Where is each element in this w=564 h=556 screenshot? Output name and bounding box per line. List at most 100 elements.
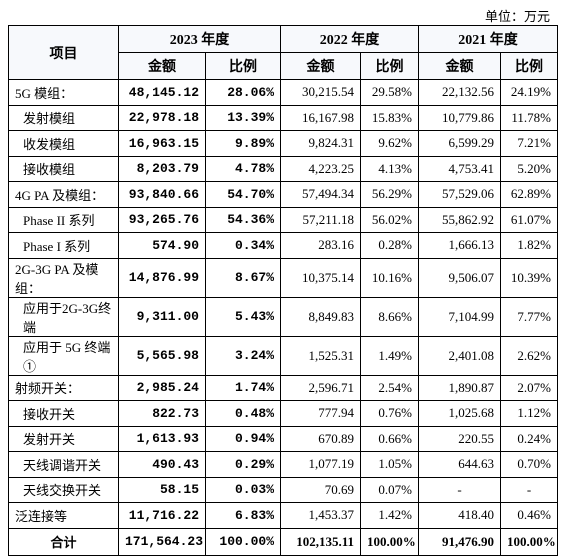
value-cell: 30,215.54	[280, 79, 361, 106]
value-cell: 4,223.25	[280, 155, 361, 182]
value-cell: 490.43	[118, 451, 206, 478]
header-cell: 比例	[360, 52, 419, 80]
table-row: 收发模组 16,963.15 9.89% 9,824.31 9.62% 6,599.29 7…	[8, 130, 558, 157]
value-cell: 16,167.98	[280, 104, 361, 131]
value-cell: 1,525.31	[280, 335, 361, 376]
value-cell: 48,145.12	[118, 79, 206, 106]
value-cell: 57,211.18	[280, 206, 361, 233]
value-cell: 100.00%	[205, 527, 281, 556]
value-cell: 57,494.34	[280, 181, 361, 208]
value-cell: 7.77%	[500, 296, 558, 337]
value-cell: 2.62%	[500, 335, 558, 376]
item-cell: 射频开关：	[8, 374, 119, 401]
value-cell: 0.03%	[205, 476, 281, 503]
table-row: 天线调谐开关 490.43 0.29% 1,077.19 1.05% 644.63 0.70…	[8, 451, 558, 478]
value-cell: 0.28%	[360, 232, 419, 259]
value-cell: 8.66%	[360, 296, 419, 337]
value-cell: 93,840.66	[118, 181, 206, 208]
table-row: 接收模组 8,203.79 4.78% 4,223.25 4.13% 4,753.41 5.…	[8, 155, 558, 182]
value-cell: 22,978.18	[118, 104, 206, 131]
value-cell: 100.00%	[360, 527, 419, 556]
table-row: 5G 模组： 48,145.12 28.06% 30,215.54 29.58% 22,1…	[8, 79, 558, 106]
value-cell: 1.42%	[360, 502, 419, 529]
value-cell: 56.02%	[360, 206, 419, 233]
page: 单位：万元 项目 2023 年度 2022 年度 2021 年度 金额 比例 金…	[8, 9, 558, 556]
header-cell: 比例	[205, 52, 281, 80]
value-cell: 61.07%	[500, 206, 558, 233]
unit-note: 单位：万元	[484, 9, 550, 24]
value-cell: 24.19%	[500, 79, 558, 106]
item-cell: 应用于 5G 终端①	[8, 335, 119, 376]
value-cell: 56.29%	[360, 181, 419, 208]
table-row: 射频开关： 2,985.24 1.74% 2,596.71 2.54% 1,890.87 2…	[8, 374, 558, 401]
value-cell: 9,824.31	[280, 130, 361, 157]
table-row: 发射开关 1,613.93 0.94% 670.89 0.66% 220.55 0.24%	[8, 425, 558, 452]
value-cell: 777.94	[280, 400, 361, 427]
value-cell: 3.24%	[205, 335, 281, 376]
header-cell: 2021 年度	[418, 25, 558, 53]
item-cell: Phase I 系列	[8, 232, 119, 259]
item-cell: 合计	[8, 527, 119, 556]
item-cell: 发射开关	[8, 425, 119, 452]
value-cell: 5,565.98	[118, 335, 206, 376]
value-cell: 0.24%	[500, 425, 558, 452]
value-cell: 6,599.29	[418, 130, 501, 157]
value-cell: 7,104.99	[418, 296, 501, 337]
value-cell: 0.46%	[500, 502, 558, 529]
item-cell: 接收模组	[8, 155, 119, 182]
value-cell: 0.48%	[205, 400, 281, 427]
value-cell: 100.00%	[500, 527, 558, 556]
value-cell: 102,135.11	[280, 527, 361, 556]
value-cell: 5.43%	[205, 296, 281, 337]
table-row: 合计 171,564.23 100.00% 102,135.11 100.00% 91,4…	[8, 527, 558, 556]
value-cell: 1.12%	[500, 400, 558, 427]
value-cell: 220.55	[418, 425, 501, 452]
value-cell: 57,529.06	[418, 181, 501, 208]
item-cell: Phase II 系列	[8, 206, 119, 233]
header-cell: 项目	[8, 25, 119, 80]
value-cell: 0.66%	[360, 425, 419, 452]
value-cell: 644.63	[418, 451, 501, 478]
item-cell: 4G PA 及模组：	[8, 181, 119, 208]
table-row: 应用于 5G 终端① 5,565.98 3.24% 1,525.31 1.49% 2,40…	[8, 335, 558, 376]
table-header: 项目 2023 年度 2022 年度 2021 年度 金额 比例 金额 比例 金…	[8, 25, 558, 80]
table-row: Phase I 系列 574.90 0.34% 283.16 0.28% 1,666.13…	[8, 232, 558, 259]
table-row: 泛连接等 11,716.22 6.83% 1,453.37 1.42% 418.40 0.4…	[8, 502, 558, 529]
revenue-table: 项目 2023 年度 2022 年度 2021 年度 金额 比例 金额 比例 金…	[8, 25, 558, 556]
value-cell: 9,506.07	[418, 257, 501, 298]
value-cell: 9.89%	[205, 130, 281, 157]
item-cell: 泛连接等	[8, 502, 119, 529]
value-cell: 70.69	[280, 476, 361, 503]
value-cell: 2,401.08	[418, 335, 501, 376]
value-cell: 2,596.71	[280, 374, 361, 401]
value-cell: 54.70%	[205, 181, 281, 208]
table-row: 应用于2G-3G终端 9,311.00 5.43% 8,849.83 8.66% 7,10…	[8, 296, 558, 337]
item-cell: 发射模组	[8, 104, 119, 131]
table-row: 接收开关 822.73 0.48% 777.94 0.76% 1,025.68 1.12%	[8, 400, 558, 427]
value-cell: 10,375.14	[280, 257, 361, 298]
table-row: 天线交换开关 58.15 0.03% 70.69 0.07% - -	[8, 476, 558, 503]
value-cell: 9.62%	[360, 130, 419, 157]
value-cell: 62.89%	[500, 181, 558, 208]
value-cell: -	[500, 476, 558, 503]
value-cell: 10.39%	[500, 257, 558, 298]
header-cell: 金额	[280, 52, 361, 80]
value-cell: 1.82%	[500, 232, 558, 259]
value-cell: 13.39%	[205, 104, 281, 131]
value-cell: 91,476.90	[418, 527, 501, 556]
value-cell: 8,849.83	[280, 296, 361, 337]
header-cell: 2023 年度	[118, 25, 281, 53]
value-cell: 10,779.86	[418, 104, 501, 131]
item-cell: 2G-3G PA 及模组：	[8, 257, 119, 298]
value-cell: 1,613.93	[118, 425, 206, 452]
value-cell: 4,753.41	[418, 155, 501, 182]
value-cell: 9,311.00	[118, 296, 206, 337]
value-cell: 55,862.92	[418, 206, 501, 233]
value-cell: 1.49%	[360, 335, 419, 376]
table-row: 2G-3G PA 及模组： 14,876.99 8.67% 10,375.14 10.1…	[8, 257, 558, 298]
value-cell: 822.73	[118, 400, 206, 427]
table-body: 5G 模组： 48,145.12 28.06% 30,215.54 29.58% 22,1…	[8, 79, 558, 556]
value-cell: 0.94%	[205, 425, 281, 452]
value-cell: 0.29%	[205, 451, 281, 478]
value-cell: 1.74%	[205, 374, 281, 401]
